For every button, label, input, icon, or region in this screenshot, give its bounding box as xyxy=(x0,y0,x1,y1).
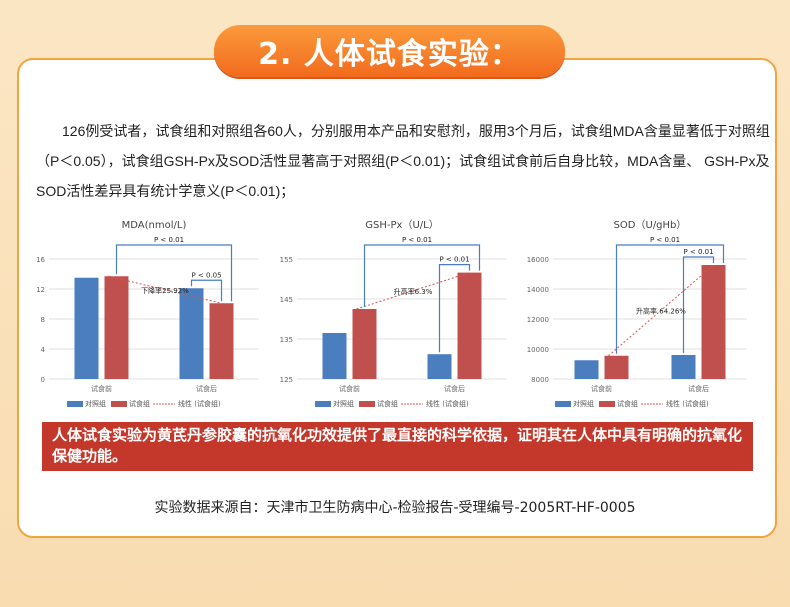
legend-label: 线性 (试食组) xyxy=(178,399,221,408)
p-value-label: P < 0.01 xyxy=(402,236,432,244)
legend-swatch-control xyxy=(67,401,83,407)
legend-label: 对照组 xyxy=(85,399,106,408)
x-tick-label: 试食前 xyxy=(591,384,612,393)
x-tick-label: 试食后 xyxy=(196,384,217,393)
y-tick-label: 145 xyxy=(280,296,293,304)
legend-swatch-test xyxy=(599,401,615,407)
bar-control xyxy=(671,355,696,379)
legend-label: 对照组 xyxy=(573,399,594,408)
change-rate-label: 下降率25.92% xyxy=(141,286,189,295)
intro-line: （P＜0.05），试食组GSH-Px及SOD活性显著高于对照组(P＜0.01)；… xyxy=(36,153,770,169)
legend-label: 试食组 xyxy=(617,399,638,408)
significance-bracket xyxy=(115,244,233,302)
bar-control xyxy=(574,360,599,379)
bar-control xyxy=(179,288,204,379)
trend-line xyxy=(108,275,222,304)
p-value-label: P < 0.05 xyxy=(191,271,221,279)
legend-label: 对照组 xyxy=(333,399,354,408)
significance-bracket xyxy=(363,244,481,307)
y-tick-label: 0 xyxy=(41,376,45,384)
significance-bracket xyxy=(190,279,223,302)
legend-label: 线性 (试食组) xyxy=(426,399,469,408)
y-tick-label: 14000 xyxy=(527,286,549,294)
data-source: 实验数据来源自：天津市卫生防病中心-检验报告-受理编号-2005RT-HF-00… xyxy=(154,500,636,516)
bar-test xyxy=(457,272,482,379)
section-title: 2. 人体试食实验： xyxy=(214,25,565,77)
y-tick-label: 16000 xyxy=(527,256,549,264)
y-tick-label: 155 xyxy=(280,256,293,264)
bar-test xyxy=(209,303,234,379)
p-value-label: P < 0.01 xyxy=(683,248,713,256)
trend-line xyxy=(608,264,714,357)
legend-label: 线性 (试食组) xyxy=(666,399,709,408)
mda-chart: MDA(nmol/L) 0 4 8 12 16 试食前 试食后 P < 0.01 P < 0.05… xyxy=(36,220,259,408)
bar-control xyxy=(322,333,347,379)
significance-bracket xyxy=(682,256,715,353)
change-rate-label: 升高率6.3% xyxy=(394,287,433,296)
bar-test xyxy=(701,265,726,379)
y-tick-label: 125 xyxy=(280,376,293,384)
bar-control xyxy=(427,354,452,379)
chart-title: MDA(nmol/L) xyxy=(122,220,187,231)
intro-line: SOD活性差异具有统计学意义(P＜0.01)； xyxy=(36,183,295,199)
legend-swatch-test xyxy=(111,401,127,407)
p-value-label: P < 0.01 xyxy=(154,236,184,244)
chart-title: GSH-Px（U/L） xyxy=(365,219,438,231)
y-tick-label: 8000 xyxy=(531,376,549,384)
x-tick-label: 试食前 xyxy=(339,384,360,393)
conclusion-banner: 人体试食实验为黄芪丹参胶囊的抗氧化功效提供了最直接的科学依据，证明其在人体中具有… xyxy=(42,422,753,471)
x-tick-label: 试食后 xyxy=(444,384,465,393)
intro-line: 126例受试者，试食组和对照组各60人，分别服用本产品和安慰剂，服用3个月后，试… xyxy=(62,123,770,139)
legend-swatch-test xyxy=(359,401,375,407)
legend-label: 试食组 xyxy=(129,399,150,408)
bar-test xyxy=(104,276,129,379)
change-rate-label: 升高率 64.26% xyxy=(636,306,686,315)
y-tick-label: 8 xyxy=(41,316,45,324)
legend-swatch-control xyxy=(555,401,571,407)
bar-control xyxy=(74,277,99,379)
y-tick-label: 4 xyxy=(41,346,46,354)
sod-chart: SOD（U/gHb） 8000 10000 12000 14000 16000 试食前 试食后… xyxy=(527,219,747,408)
bar-test xyxy=(352,309,377,379)
bar-test xyxy=(604,355,629,379)
p-value-label: P < 0.01 xyxy=(439,256,469,264)
chart-title: SOD（U/gHb） xyxy=(614,219,687,231)
x-tick-label: 试食前 xyxy=(91,384,112,393)
intro-paragraph: 126例受试者，试食组和对照组各60人，分别服用本产品和安慰剂，服用3个月后，试… xyxy=(36,116,770,206)
legend-swatch-control xyxy=(315,401,331,407)
significance-bracket xyxy=(615,244,725,354)
y-tick-label: 12 xyxy=(36,286,45,294)
y-tick-label: 10000 xyxy=(527,346,549,354)
significance-bracket xyxy=(438,263,471,353)
x-tick-label: 试食后 xyxy=(688,384,709,393)
y-tick-label: 12000 xyxy=(527,316,549,324)
y-tick-label: 16 xyxy=(36,256,45,264)
y-tick-label: 135 xyxy=(280,336,293,344)
p-value-label: P < 0.01 xyxy=(650,236,680,244)
legend-label: 试食组 xyxy=(377,399,398,408)
gsh-px-chart: GSH-Px（U/L） 125 135 145 155 试食前 试食后 P < 0.01 P <… xyxy=(280,219,507,408)
